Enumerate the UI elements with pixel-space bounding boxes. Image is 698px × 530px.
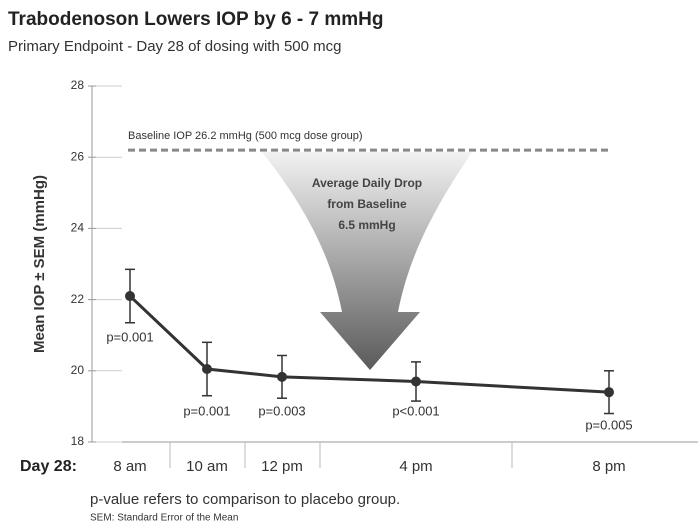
y-tick-label: 26 xyxy=(71,149,85,163)
drop-arrow xyxy=(262,152,472,370)
data-point xyxy=(411,376,421,387)
p-value: p<0.001 xyxy=(392,403,439,418)
x-tick-label: 12 pm xyxy=(261,458,303,475)
footnote: SEM: Standard Error of the Mean xyxy=(90,513,238,524)
y-tick-label: 24 xyxy=(71,221,85,235)
p-value: p=0.003 xyxy=(258,403,305,418)
data-point xyxy=(125,291,135,302)
p-value: p=0.005 xyxy=(585,417,632,432)
data-point xyxy=(202,364,212,375)
y-tick-label: 28 xyxy=(71,78,85,92)
footnote: p-value refers to comparison to placebo … xyxy=(90,491,400,508)
chart-subtitle: Primary Endpoint - Day 28 of dosing with… xyxy=(8,38,342,55)
p-value: p=0.001 xyxy=(183,403,230,418)
p-value: p=0.001 xyxy=(106,329,153,344)
annotation: 6.5 mmHg xyxy=(338,218,395,232)
x-tick-label: 8 pm xyxy=(592,458,625,475)
x-tick-label: 8 am xyxy=(113,458,146,475)
annotation: from Baseline xyxy=(327,197,407,211)
y-axis-title: Mean IOP ± SEM (mmHg) xyxy=(31,175,48,353)
x-prefix: Day 28: xyxy=(20,458,77,475)
x-tick-label: 10 am xyxy=(186,458,228,475)
y-tick-label: 22 xyxy=(71,292,85,306)
baseline-label: Baseline IOP 26.2 mmHg (500 mcg dose gro… xyxy=(128,130,363,142)
chart-title: Trabodenoson Lowers IOP by 6 - 7 mmHg xyxy=(8,9,384,30)
y-tick-label: 18 xyxy=(71,434,85,448)
annotation: Average Daily Drop xyxy=(312,176,422,190)
y-tick-label: 20 xyxy=(71,363,85,377)
x-tick-label: 4 pm xyxy=(399,458,432,475)
data-point xyxy=(604,387,614,398)
data-point xyxy=(277,371,287,382)
